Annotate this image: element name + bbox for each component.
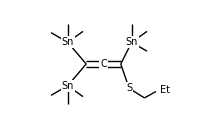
Text: Sn: Sn [61,37,74,47]
Text: Et: Et [159,85,169,95]
Text: Sn: Sn [125,37,137,47]
Text: Sn: Sn [61,81,74,91]
Text: S: S [125,83,131,93]
Text: C: C [100,59,106,69]
